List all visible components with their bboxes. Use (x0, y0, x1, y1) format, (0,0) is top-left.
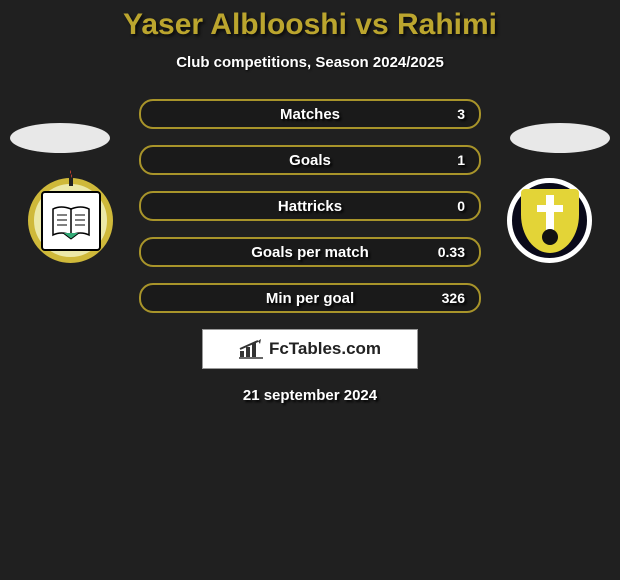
stat-row: Min per goal 326 (139, 283, 481, 313)
shield-icon (521, 189, 579, 253)
stat-value: 3 (457, 106, 465, 122)
stat-row: Matches 3 (139, 99, 481, 129)
stat-value: 326 (442, 290, 465, 306)
stat-label: Matches (280, 106, 340, 123)
stat-label: Goals per match (251, 244, 369, 261)
club-left-badge (28, 178, 113, 263)
brand-attribution[interactable]: FcTables.com (202, 329, 418, 369)
page-subtitle: Club competitions, Season 2024/2025 (0, 54, 620, 71)
cross-vertical-icon (546, 195, 554, 231)
bar-chart-icon (239, 339, 263, 359)
cross-horizontal-icon (537, 205, 563, 212)
stat-row: Goals per match 0.33 (139, 237, 481, 267)
club-right-badge (507, 178, 592, 263)
stat-row: Hattricks 0 (139, 191, 481, 221)
player-left-avatar-placeholder (10, 123, 110, 153)
stat-value: 0 (457, 198, 465, 214)
stat-label: Min per goal (266, 290, 354, 307)
stat-value: 0.33 (438, 244, 465, 260)
stat-value: 1 (457, 152, 465, 168)
stats-container: Matches 3 Goals 1 Hattricks 0 Goals per … (139, 99, 481, 313)
stat-label: Hattricks (278, 198, 342, 215)
book-icon (41, 191, 101, 251)
stat-row: Goals 1 (139, 145, 481, 175)
ball-icon (542, 229, 558, 245)
player-right-avatar-placeholder (510, 123, 610, 153)
stat-label: Goals (289, 152, 331, 169)
page-title: Yaser Alblooshi vs Rahimi (0, 8, 620, 42)
brand-label: FcTables.com (269, 339, 381, 359)
date-text: 21 september 2024 (0, 387, 620, 404)
